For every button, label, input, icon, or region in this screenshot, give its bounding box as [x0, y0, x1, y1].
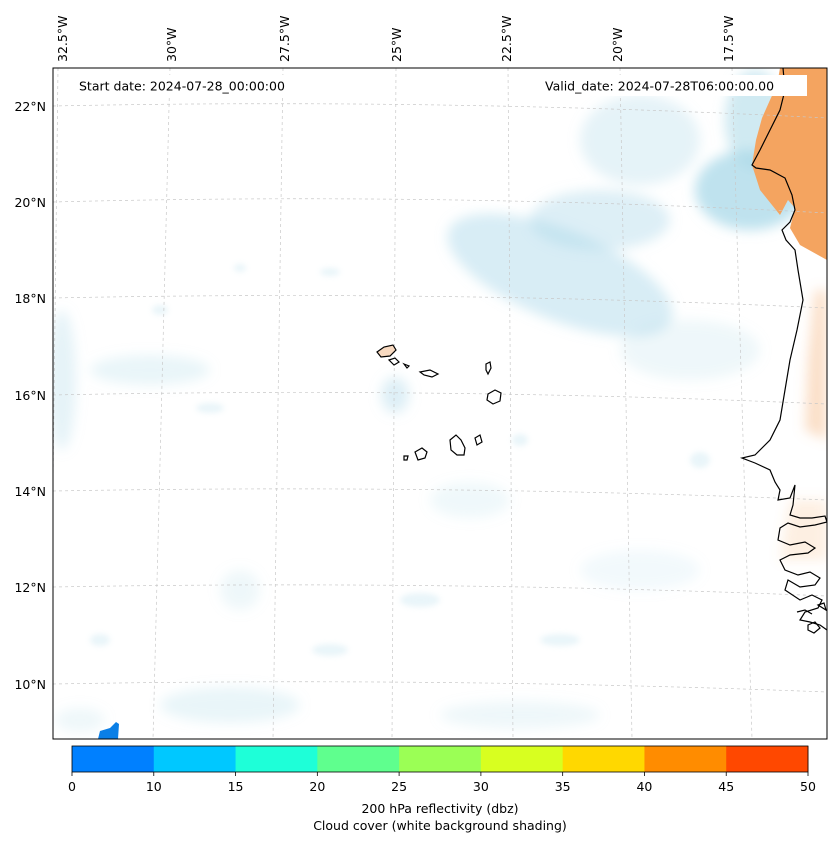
colorbar-label-reflectivity: 200 hPa reflectivity (dbz)	[361, 801, 518, 816]
start-date-box: Start date: 2024-07-28_00:00:00	[73, 75, 311, 96]
map-area: Start date: 2024-07-28_00:00:00 Valid_da…	[53, 68, 827, 739]
island-sal	[485, 361, 492, 376]
start-date-label: Start date: 2024-07-28_00:00:00	[79, 79, 285, 94]
lon-label-27-5w: 27.5°W	[277, 16, 292, 62]
colorbar-tick-label: 45	[718, 779, 734, 794]
lat-label-14n: 14°N	[14, 484, 46, 499]
island-sao-vicente	[387, 357, 400, 366]
colorbar-segment	[480, 746, 564, 772]
island-santiago	[449, 434, 466, 456]
colorbar-segment	[153, 746, 237, 772]
colorbar-ticks: 0 10 15 20 25 30 35 40 45 50	[68, 772, 816, 794]
island-santo-antao	[376, 344, 397, 358]
colorbar-segment	[562, 746, 645, 772]
colorbar-segment	[399, 746, 482, 772]
lat-label-16n: 16°N	[14, 388, 46, 403]
lon-label-25w: 25°W	[389, 27, 404, 62]
colorbar-segment	[317, 746, 400, 772]
island-maio	[474, 434, 483, 446]
colorbar-segment	[72, 746, 155, 772]
longitude-axis: 32.5°W 30°W 27.5°W 25°W 22.5°W 20°W 17.5…	[55, 16, 736, 62]
reflectivity-patch	[98, 722, 119, 739]
colorbar-segment	[726, 746, 809, 772]
colorbar-segment	[235, 746, 318, 772]
colorbar-tick-label: 25	[391, 779, 407, 794]
lat-label-10n: 10°N	[14, 677, 46, 692]
colorbar: 0 10 15 20 25 30 35 40 45 50 200 hPa reflectivity…	[68, 745, 816, 833]
colorbar-label-cloud-cover: Cloud cover (white background shading)	[313, 818, 567, 833]
colorbar-segments	[72, 746, 809, 772]
lat-label-20n: 20°N	[14, 195, 46, 210]
island-sao-nicolau	[418, 369, 440, 378]
coastline-africa	[739, 68, 827, 631]
lon-label-32-5w: 32.5°W	[55, 16, 70, 62]
colorbar-tick-label: 35	[555, 779, 571, 794]
island-boa-vista	[486, 389, 502, 405]
land-shading-north	[752, 68, 827, 260]
colorbar-tick-label: 50	[800, 779, 816, 794]
cape-verde-islands	[376, 344, 502, 461]
lon-label-20w: 20°W	[610, 27, 625, 62]
latitude-axis: 22°N 20°N 18°N 16°N 14°N 12°N 10°N	[14, 99, 46, 692]
island-santa-luzia	[402, 362, 411, 369]
colorbar-segment	[644, 746, 727, 772]
lat-label-22n: 22°N	[14, 99, 46, 114]
colorbar-tick-label: 0	[68, 779, 76, 794]
colorbar-frame	[71, 745, 809, 773]
island-fogo	[414, 447, 428, 461]
colorbar-tick-label: 10	[146, 779, 162, 794]
gridlines	[53, 68, 827, 739]
lat-label-12n: 12°N	[14, 580, 46, 595]
lon-label-30w: 30°W	[164, 27, 179, 62]
colorbar-tick-label: 40	[636, 779, 652, 794]
lat-label-18n: 18°N	[14, 291, 46, 306]
colorbar-tick-label: 30	[473, 779, 489, 794]
colorbar-tick-label: 15	[228, 779, 244, 794]
island-brava	[403, 455, 409, 461]
map-frame	[52, 67, 828, 740]
cloud-cover-shading	[53, 70, 805, 732]
valid-date-label: Valid_date: 2024-07-28T06:00:00.00	[545, 79, 774, 94]
colorbar-tick-label: 20	[309, 779, 325, 794]
valid-date-box: Valid_date: 2024-07-28T06:00:00.00	[539, 75, 807, 96]
lon-label-22-5w: 22.5°W	[499, 16, 514, 62]
lon-label-17-5w: 17.5°W	[721, 16, 736, 62]
coastline-islets	[796, 602, 827, 634]
